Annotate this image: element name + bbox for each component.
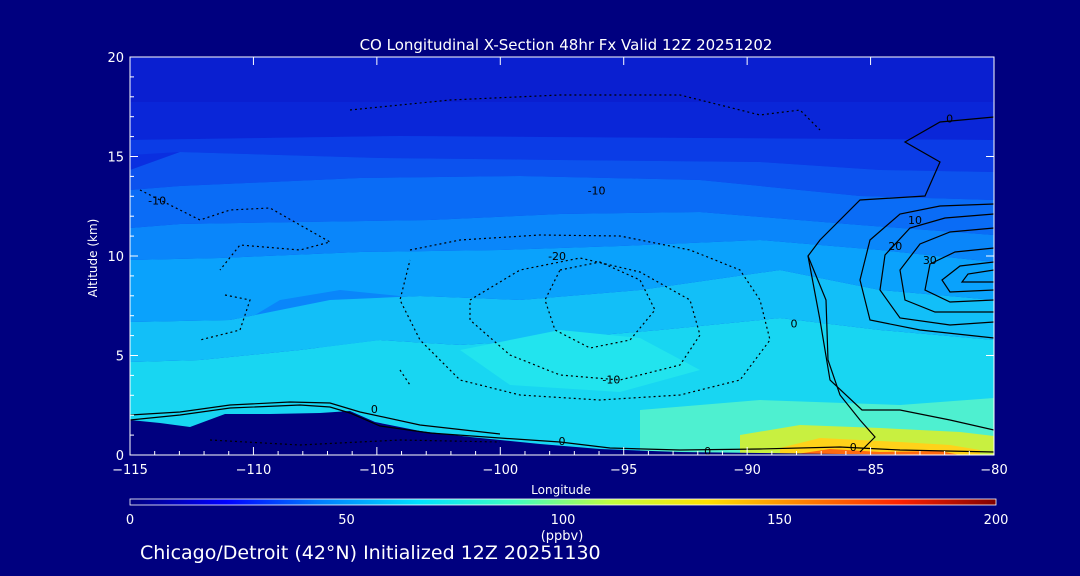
contour-label: 30	[923, 254, 937, 267]
contour-label: 0	[704, 445, 711, 458]
y-tick-label: 5	[116, 350, 124, 365]
x-tick-label: −115	[112, 463, 148, 478]
colorbar-tick-label: 100	[551, 513, 576, 528]
contour-label: -10	[148, 194, 166, 207]
footer-caption: Chicago/Detroit (42°N) Initialized 12Z 2…	[140, 542, 601, 564]
co-concentration-field	[130, 57, 994, 455]
x-tick-label: −90	[733, 463, 760, 478]
contour-labels: 0 -10 -10 10 20 30 -20 0 -10 0 0 0 0	[148, 113, 953, 458]
x-tick-label: −100	[482, 463, 518, 478]
contour-label: -10	[588, 184, 606, 197]
contour-label: 0	[559, 435, 566, 448]
x-tick-label: −105	[359, 463, 395, 478]
contour-label: 20	[888, 240, 902, 253]
colorbar-tick-label: 50	[338, 513, 355, 528]
x-axis-label: Longitude	[531, 483, 591, 497]
y-tick-label: 0	[116, 449, 124, 464]
contour-label: 0	[850, 441, 857, 454]
x-tick-label: −80	[980, 463, 1007, 478]
colorbar	[129, 498, 997, 506]
contour-label: 0	[946, 113, 953, 126]
colorbar-ticks: 0 50 100 150 200	[126, 513, 1009, 528]
chart-title: CO Longitudinal X-Section 48hr Fx Valid …	[360, 36, 773, 54]
contour-label: 0	[791, 318, 798, 331]
colorbar-tick-label: 0	[126, 513, 134, 528]
x-tick-label: −110	[236, 463, 272, 478]
contour-label: -10	[602, 373, 620, 386]
colorbar-label: (ppbv)	[541, 529, 584, 544]
contour-label: -20	[548, 250, 566, 263]
co-anomaly-contours	[130, 94, 994, 453]
y-tick-label: 15	[107, 151, 124, 166]
colorbar-tick-label: 150	[767, 513, 792, 528]
y-axis: 0 5 10 15 20	[107, 51, 994, 464]
y-tick-label: 20	[107, 51, 124, 66]
contour-label: 10	[908, 214, 922, 227]
x-tick-label: −85	[857, 463, 884, 478]
x-axis: −115 −110 −105 −100 −95 −90 −85 −80	[112, 57, 1008, 478]
colorbar-tick-label: 200	[984, 513, 1009, 528]
y-tick-label: 10	[107, 250, 124, 265]
contour-label: 0	[371, 403, 378, 416]
y-axis-label: Altitude (km)	[86, 219, 100, 298]
x-tick-label: −95	[610, 463, 637, 478]
